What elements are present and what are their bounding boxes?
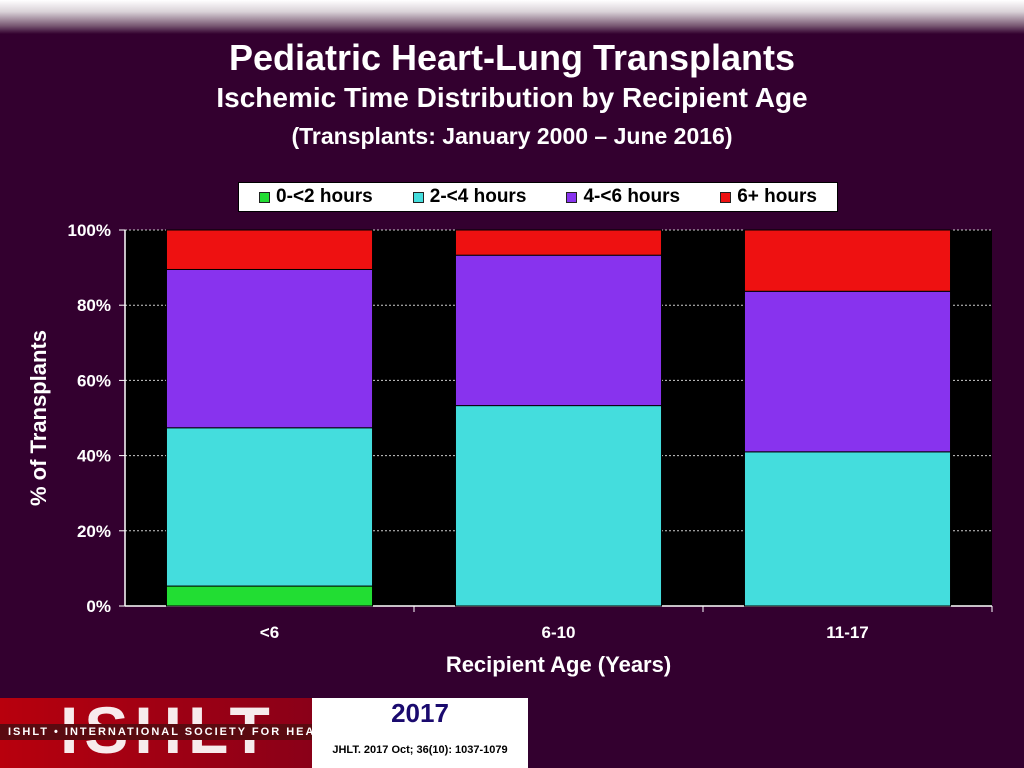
y-tick-label: 60%	[77, 371, 111, 390]
bar-segment	[743, 290, 952, 453]
footer-citation-box: 2017 JHLT. 2017 Oct; 36(10): 1037-1079	[312, 698, 528, 768]
y-tick-label: 0%	[86, 597, 111, 616]
bar-segment	[743, 451, 952, 607]
title-block: Pediatric Heart-Lung Transplants Ischemi…	[0, 36, 1024, 156]
legend-item: 4-<6 hours	[566, 186, 680, 208]
bar-segment	[454, 229, 663, 256]
bar-segment	[165, 268, 374, 429]
x-axis-label: Recipient Age (Years)	[446, 652, 671, 677]
x-tick-label: <6	[260, 623, 279, 642]
bar-segment	[454, 254, 663, 407]
y-axis-label: % of Transplants	[26, 330, 51, 506]
legend-label: 2-<4 hours	[429, 186, 527, 207]
chart-legend: 0-<2 hours 2-<4 hours 4-<6 hours 6+ hours	[238, 182, 838, 212]
y-tick-label: 40%	[77, 447, 111, 466]
footer-citation: JHLT. 2017 Oct; 36(10): 1037-1079	[332, 744, 508, 756]
bar-segment	[165, 427, 374, 587]
y-tick-label: 100%	[68, 221, 111, 240]
legend-item: 6+ hours	[720, 186, 817, 208]
chart-date-range: (Transplants: January 2000 – June 2016)	[291, 123, 733, 149]
legend-label: 4-<6 hours	[583, 186, 681, 207]
y-tick-label: 20%	[77, 522, 111, 541]
footer-year: 2017	[391, 698, 449, 728]
bar-segment	[454, 405, 663, 607]
legend-label: 6+ hours	[737, 186, 817, 207]
legend-swatch	[566, 191, 578, 203]
bar-segment	[165, 229, 374, 270]
legend-label: 0-<2 hours	[276, 186, 373, 207]
legend-swatch	[259, 191, 271, 203]
bar-segment	[743, 229, 952, 292]
x-tick-label: 6-10	[541, 623, 575, 642]
y-tick-label: 80%	[77, 296, 111, 315]
chart-subtitle: Ischemic Time Distribution by Recipient …	[216, 82, 808, 113]
x-tick-label: 11-17	[826, 623, 869, 642]
chart-title: Pediatric Heart-Lung Transplants	[228, 37, 796, 78]
legend-swatch	[412, 191, 424, 203]
legend-item: 0-<2 hours	[259, 186, 373, 208]
bar-segment	[165, 585, 374, 607]
legend-item: 2-<4 hours	[412, 186, 527, 208]
legend-swatch	[720, 191, 732, 203]
top-gradient-bar	[0, 0, 1024, 34]
